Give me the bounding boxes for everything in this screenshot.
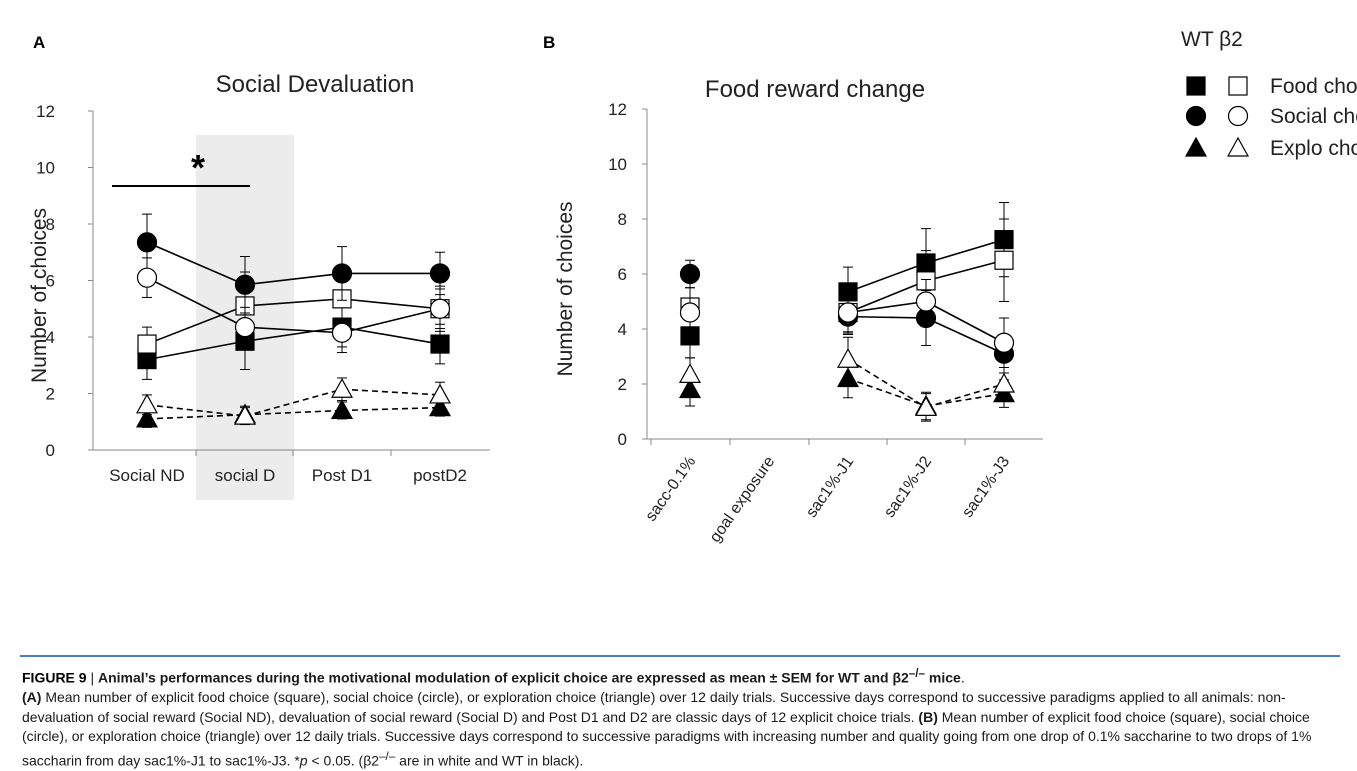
x-tick-label: postD2	[413, 466, 467, 485]
legend-item-explo-choice: Explo choice	[1186, 137, 1357, 160]
y-tick-label: 12	[36, 102, 55, 121]
data-point-triangle	[994, 374, 1014, 392]
caption-title-part-2: SEM for WT and β2	[777, 670, 908, 686]
data-point-circle	[431, 299, 450, 318]
data-point-circle	[431, 264, 450, 283]
series-line-segment	[848, 317, 926, 318]
data-point-square	[138, 335, 156, 353]
x-tick-label: sac1%-J1	[803, 453, 857, 520]
data-point-circle	[333, 323, 352, 342]
caption-body: (A) Mean number of explicit food choice …	[22, 688, 1338, 771]
legend-b2-triangle-icon	[1228, 138, 1248, 156]
caption-panel-a-label: (A)	[22, 689, 41, 705]
figure: A Social Devaluation 0 2 4 6 8 10 12 Number of ch…	[0, 0, 1357, 750]
caption-p-end: are in white and WT in black).	[395, 752, 583, 768]
series-line-segment	[926, 240, 1004, 263]
data-point-circle	[236, 318, 255, 337]
y-tick-label: 10	[36, 159, 55, 178]
series-line-segment	[926, 260, 1004, 281]
significance-asterisk: *	[191, 147, 205, 188]
y-tick-label: 0	[46, 441, 55, 460]
caption-divider	[20, 655, 1340, 657]
data-point-triangle	[680, 364, 700, 382]
series-line-segment	[926, 384, 1004, 407]
y-tick-label: 4	[618, 320, 627, 339]
data-point-circle	[839, 303, 858, 322]
series-line-segment	[848, 263, 926, 292]
data-point-circle	[995, 333, 1014, 352]
caption-p-superscript: –/–	[379, 750, 395, 763]
legend-b2-square-icon	[1229, 77, 1247, 95]
y-tick-label: 2	[46, 385, 55, 404]
legend-b2-circle-icon	[1229, 107, 1248, 126]
series-wt-explo	[680, 359, 1014, 420]
data-point-square	[431, 335, 449, 353]
x-tick-label: sacc-0.1%	[643, 454, 700, 525]
series-line-segment	[342, 408, 440, 411]
caption-title-part-3: mice	[925, 670, 961, 686]
caption-figure-number: FIGURE 9	[22, 670, 87, 686]
panel-letter-a: A	[33, 33, 45, 52]
data-point-triangle	[916, 397, 936, 415]
chart-panel-b: B Food reward change 0 2 4 6 8 10 12 Number of ch…	[543, 33, 1043, 546]
series-line-segment	[342, 299, 440, 309]
caption-title-part-1: Animal’s performances during the motivat…	[98, 670, 770, 686]
legend-label: Food choice	[1270, 75, 1357, 98]
legend-item-social-choice: Social choice	[1187, 105, 1357, 128]
panel-letter-b: B	[543, 33, 555, 52]
data-point-circle	[681, 265, 700, 284]
y-tick-label: 6	[618, 265, 627, 284]
data-point-circle	[917, 292, 936, 311]
chart-title-b: Food reward change	[705, 76, 925, 103]
data-point-triangle	[332, 379, 352, 397]
x-tick-label: sac1%-J3	[959, 453, 1013, 520]
data-point-circle	[138, 268, 157, 287]
chart-title-a: Social Devaluation	[216, 71, 415, 98]
data-point-circle	[138, 233, 157, 252]
caption-title-end: .	[961, 670, 965, 686]
caption-title-superscript: –/–	[909, 667, 925, 680]
x-tick-label: social D	[215, 466, 275, 485]
legend: WT β2 Food choice Social choice Explo choic…	[1181, 28, 1357, 160]
figure-caption: FIGURE 9 | Animal’s performances during …	[22, 664, 1338, 771]
legend-wt-square-icon	[1187, 77, 1205, 95]
figure-svg: A Social Devaluation 0 2 4 6 8 10 12 Number of ch…	[0, 0, 1357, 660]
legend-label: Explo choice	[1270, 137, 1357, 160]
legend-wt-circle-icon	[1187, 107, 1206, 126]
legend-wt-triangle-icon	[1186, 138, 1206, 156]
y-tick-label: 2	[618, 375, 627, 394]
data-point-circle	[681, 303, 700, 322]
x-tick-label: Social ND	[109, 466, 185, 485]
y-axis-label-a: Number of choices	[28, 208, 51, 383]
data-point-triangle	[137, 395, 157, 413]
data-point-triangle	[838, 349, 858, 367]
legend-item-food-choice: Food choice	[1187, 75, 1357, 98]
y-axis-label-b: Number of choices	[554, 201, 577, 376]
x-tick-label: Post D1	[312, 466, 372, 485]
y-tick-label: 10	[608, 155, 627, 174]
y-tick-label: 0	[618, 430, 627, 449]
legend-label: Social choice	[1270, 105, 1357, 128]
caption-separator: |	[87, 670, 98, 686]
caption-panel-b-label: (B)	[918, 709, 937, 725]
legend-header: WT β2	[1181, 28, 1243, 51]
series-line-segment	[342, 309, 440, 333]
caption-p-rest: < 0.05. (β2	[308, 752, 379, 768]
y-tick-label: 8	[618, 210, 627, 229]
caption-title-line: FIGURE 9 | Animal’s performances during …	[22, 664, 1338, 688]
series-line-segment	[342, 389, 440, 395]
y-tick-label: 12	[608, 100, 627, 119]
x-tick-label: goal exposure	[707, 453, 779, 545]
data-point-square	[995, 251, 1013, 269]
caption-p-italic: p	[300, 752, 308, 768]
x-tick-label: sac1%-J2	[881, 453, 935, 520]
data-point-triangle	[332, 400, 352, 418]
data-point-circle	[236, 275, 255, 294]
data-point-circle	[333, 264, 352, 283]
